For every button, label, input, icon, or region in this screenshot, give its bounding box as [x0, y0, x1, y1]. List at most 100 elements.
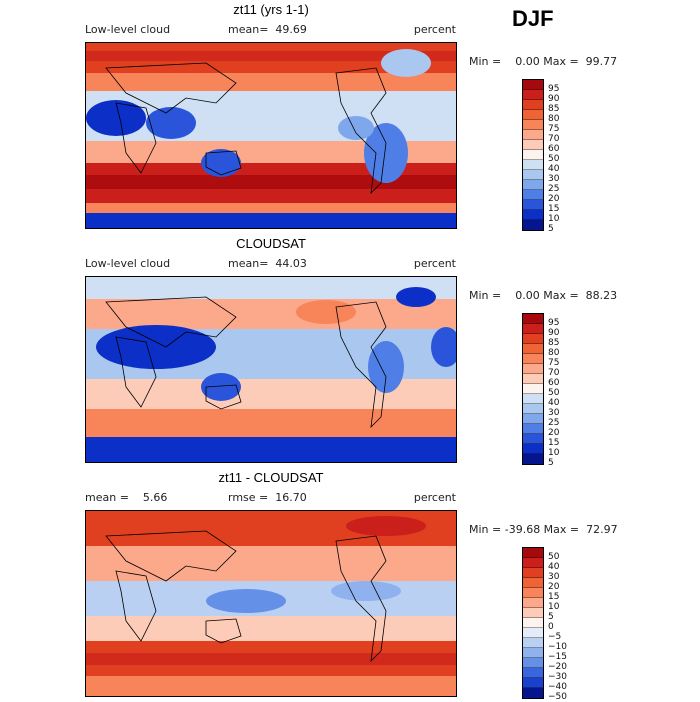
- mean-stat: mean= 49.69: [228, 23, 307, 36]
- colorbar-tick-label: 50: [548, 552, 560, 562]
- colorbar-swatch: [523, 558, 543, 568]
- panel-observation: CLOUDSAT Low-level cloud mean= 44.03 per…: [0, 236, 700, 468]
- colorbar-tick-label: 60: [548, 378, 560, 388]
- colorbar-tick-label: 15: [548, 592, 560, 602]
- colorbar-labels: 95 90 85 80 75 70 60 50 40 30 25 20 15 10 5: [548, 318, 559, 468]
- min-max-readout: Min = -39.68 Max = 72.97: [469, 523, 618, 536]
- colorbar-swatch: [523, 568, 543, 578]
- colorbar-swatch: [523, 394, 543, 404]
- colorbar-tick-label: 10: [548, 602, 560, 612]
- panel-model: zt11 (yrs 1-1) Low-level cloud mean= 49.…: [0, 2, 700, 234]
- map-svg: [86, 511, 456, 696]
- units-label: percent: [413, 257, 456, 270]
- colorbar-swatch: [523, 658, 543, 668]
- panel-title: zt11 (yrs 1-1): [233, 2, 309, 17]
- colorbar-labels: 95 90 85 80 75 70 60 50 40 30 25 20 15 10 5: [548, 84, 559, 234]
- colorbar-swatch: [523, 628, 543, 638]
- colorbar-tick-label: 20: [548, 428, 560, 438]
- colorbar-tick-label: 95: [548, 84, 560, 94]
- rmse-stat: rmse = 16.70: [228, 491, 307, 504]
- colorbar-tick-label: 30: [548, 408, 560, 418]
- colorbar-swatch: [523, 364, 543, 374]
- colorbar-tick-label: −5: [548, 632, 562, 642]
- colorbar-tick-label: 95: [548, 318, 560, 328]
- colorbar-swatch: [523, 80, 543, 90]
- colorbar-tick-label: 75: [548, 358, 560, 368]
- colorbar-swatch: [523, 100, 543, 110]
- colorbar-tick-label: 85: [548, 338, 560, 348]
- mean-stat: mean= 44.03: [228, 257, 307, 270]
- colorbar-tick-label: −15: [548, 652, 567, 662]
- units-label: percent: [413, 491, 456, 504]
- colorbar-swatch: [523, 678, 543, 688]
- panel-title: zt11 - CLOUDSAT: [218, 470, 324, 485]
- colorbar-swatch: [523, 598, 543, 608]
- colorbar-tick-label: 85: [548, 104, 560, 114]
- min-max-readout: Min = 0.00 Max = 88.23: [469, 289, 618, 302]
- map-svg: [86, 277, 456, 462]
- colorbar-swatch: [523, 140, 543, 150]
- colorbar-swatch: [523, 170, 543, 180]
- colorbar-tick-label: 25: [548, 184, 560, 194]
- colorbar-swatch: [523, 444, 543, 454]
- colorbar-tick-label: 40: [548, 164, 560, 174]
- mean-stat: mean = 5.66: [85, 491, 168, 504]
- colorbar-tick-label: 50: [548, 154, 560, 164]
- colorbar-swatch: [523, 374, 543, 384]
- panel-title: CLOUDSAT: [236, 236, 306, 251]
- colorbar-swatch: [523, 110, 543, 120]
- colorbar-tick-label: −50: [548, 692, 567, 702]
- colorbar-tick-label: 20: [548, 194, 560, 204]
- colorbar-tick-label: 0: [548, 622, 554, 632]
- colorbar-swatch: [523, 130, 543, 140]
- field-label: Low-level cloud: [85, 23, 171, 36]
- colorbar-swatch: [523, 160, 543, 170]
- colorbar-swatch: [523, 314, 543, 324]
- colorbar-swatch: [523, 414, 543, 424]
- map-plot: [85, 510, 457, 697]
- colorbar-swatch: [523, 210, 543, 220]
- colorbar-tick-label: 20: [548, 582, 560, 592]
- colorbar-tick-label: 30: [548, 572, 560, 582]
- colorbar-swatch: [523, 688, 543, 698]
- colorbar-swatch: [523, 618, 543, 628]
- colorbar-swatch: [523, 608, 543, 618]
- map-svg: [86, 43, 456, 228]
- colorbar: [522, 79, 544, 231]
- colorbar-swatch: [523, 90, 543, 100]
- colorbar-swatch: [523, 324, 543, 334]
- colorbar-tick-label: 50: [548, 388, 560, 398]
- colorbar-tick-label: 90: [548, 328, 560, 338]
- colorbar-labels: 50 40 30 20 15 10 5 0 −5 −10 −15 −20 −30 −40 −50: [548, 552, 567, 702]
- colorbar-tick-label: −20: [548, 662, 567, 672]
- colorbar-swatch: [523, 354, 543, 364]
- panel-difference: zt11 - CLOUDSAT mean = 5.66 rmse = 16.70…: [0, 470, 700, 702]
- colorbar-swatch: [523, 648, 543, 658]
- colorbar-tick-label: 80: [548, 348, 560, 358]
- colorbar-swatch: [523, 150, 543, 160]
- colorbar-swatch: [523, 220, 543, 230]
- min-max-readout: Min = 0.00 Max = 99.77: [469, 55, 618, 68]
- colorbar-tick-label: 15: [548, 438, 560, 448]
- colorbar-swatch: [523, 334, 543, 344]
- colorbar-tick-label: 40: [548, 398, 560, 408]
- colorbar-tick-label: 15: [548, 204, 560, 214]
- colorbar-tick-label: 75: [548, 124, 560, 134]
- colorbar-swatch: [523, 588, 543, 598]
- colorbar-tick-label: 60: [548, 144, 560, 154]
- colorbar-tick-label: −30: [548, 672, 567, 682]
- colorbar-tick-label: 5: [548, 224, 554, 234]
- colorbar-swatch: [523, 180, 543, 190]
- colorbar-tick-label: 5: [548, 458, 554, 468]
- colorbar-swatch: [523, 344, 543, 354]
- colorbar-swatch: [523, 638, 543, 648]
- colorbar-swatch: [523, 120, 543, 130]
- colorbar-tick-label: 80: [548, 114, 560, 124]
- map-plot: [85, 276, 457, 463]
- field-label: Low-level cloud: [85, 257, 171, 270]
- colorbar-tick-label: 10: [548, 448, 560, 458]
- colorbar-tick-label: 40: [548, 562, 560, 572]
- colorbar-swatch: [523, 434, 543, 444]
- colorbar-swatch: [523, 424, 543, 434]
- colorbar: [522, 313, 544, 465]
